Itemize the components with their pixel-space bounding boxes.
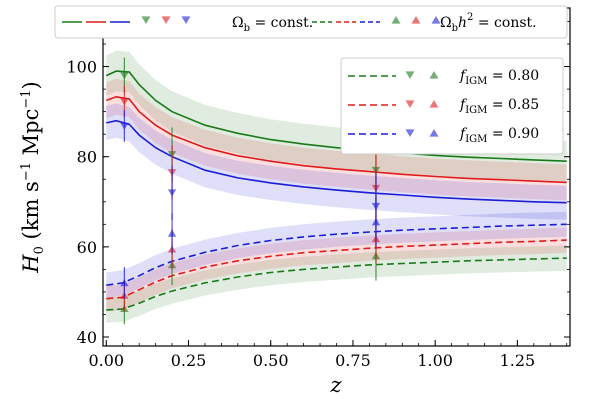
line-series-2	[106, 119, 567, 204]
legend-top-dashed-marker-blue	[431, 15, 441, 24]
marker-down-1	[120, 98, 129, 106]
marker-down-0	[120, 72, 129, 80]
line-series-3	[106, 257, 567, 311]
legend-figm-box	[340, 57, 564, 155]
line-series-1	[106, 95, 567, 184]
legend-label-figm-080: fIGM = 0.80	[459, 68, 539, 87]
legend-label-figm-090: fIGM = 0.90	[459, 126, 539, 145]
line-series-0	[105, 70, 567, 162]
legend-top: Ωb = const. Ωbh2 = const.	[54, 5, 568, 39]
legend-top-samples	[62, 15, 441, 25]
axis-ticks: 0.00 0.25 0.50 0.75 1.00 1.25 40 60 80 100	[66, 8, 570, 370]
legend-figm-marker-up-green	[429, 70, 439, 79]
legend-figm-marker-down-red	[405, 100, 415, 109]
x-tick-label-1: 0.25	[171, 351, 207, 370]
marker-up-11	[167, 229, 177, 237]
legend-top-solid-marker-red	[161, 16, 171, 25]
line-series-5	[106, 223, 567, 286]
legend-figm-marker-down-green	[405, 71, 415, 80]
x-tick-label-5: 1.25	[500, 351, 536, 370]
marker-up-17	[371, 218, 381, 226]
marker-down-8	[167, 189, 177, 197]
marker-down-2	[120, 122, 129, 130]
x-tick-label-2: 0.50	[253, 351, 289, 370]
legend-top-solid-marker-green	[141, 16, 151, 25]
x-tick-label-3: 0.75	[335, 351, 371, 370]
x-tick-label-0: 0.00	[88, 351, 124, 370]
marker-up-5	[120, 279, 129, 287]
y-axis-title: H0 (km s−1 Mpc−1)	[19, 81, 47, 274]
y-tick-label-2: 80	[77, 148, 97, 167]
y-tick-label-3: 100	[66, 58, 97, 77]
legend-figm: fIGM = 0.80 fIGM = 0.85 fIGM = 0.90	[340, 57, 564, 155]
legend-top-dashed-marker-red	[411, 15, 421, 24]
measurement-points	[120, 57, 381, 325]
band-series-2	[106, 103, 567, 220]
band-series-4	[106, 227, 567, 312]
legend-label-omega-b-h2-const: Ωbh2 = const.	[440, 12, 537, 34]
legend-label-omega-b-const: Ωb = const.	[232, 15, 313, 34]
legend-figm-marker-down-blue	[405, 129, 415, 138]
legend-figm-marker-up-red	[429, 99, 439, 108]
band-series-3	[106, 245, 567, 323]
x-axis-title: z	[329, 373, 342, 397]
legend-top-solid-marker-blue	[181, 16, 191, 25]
line-series-4	[106, 239, 567, 300]
legend-figm-marker-up-blue	[429, 128, 439, 137]
model-curves	[105, 70, 567, 311]
legend-top-dashed-marker-green	[391, 15, 401, 24]
y-tick-label-1: 60	[77, 238, 97, 257]
x-tick-label-4: 1.00	[417, 351, 453, 370]
legend-label-figm-085: fIGM = 0.85	[459, 97, 539, 116]
legend-figm-samples	[348, 70, 439, 138]
band-series-1	[106, 78, 567, 201]
y-tick-label-0: 40	[77, 328, 97, 347]
legend-top-box	[54, 5, 568, 39]
band-series-5	[106, 211, 567, 298]
